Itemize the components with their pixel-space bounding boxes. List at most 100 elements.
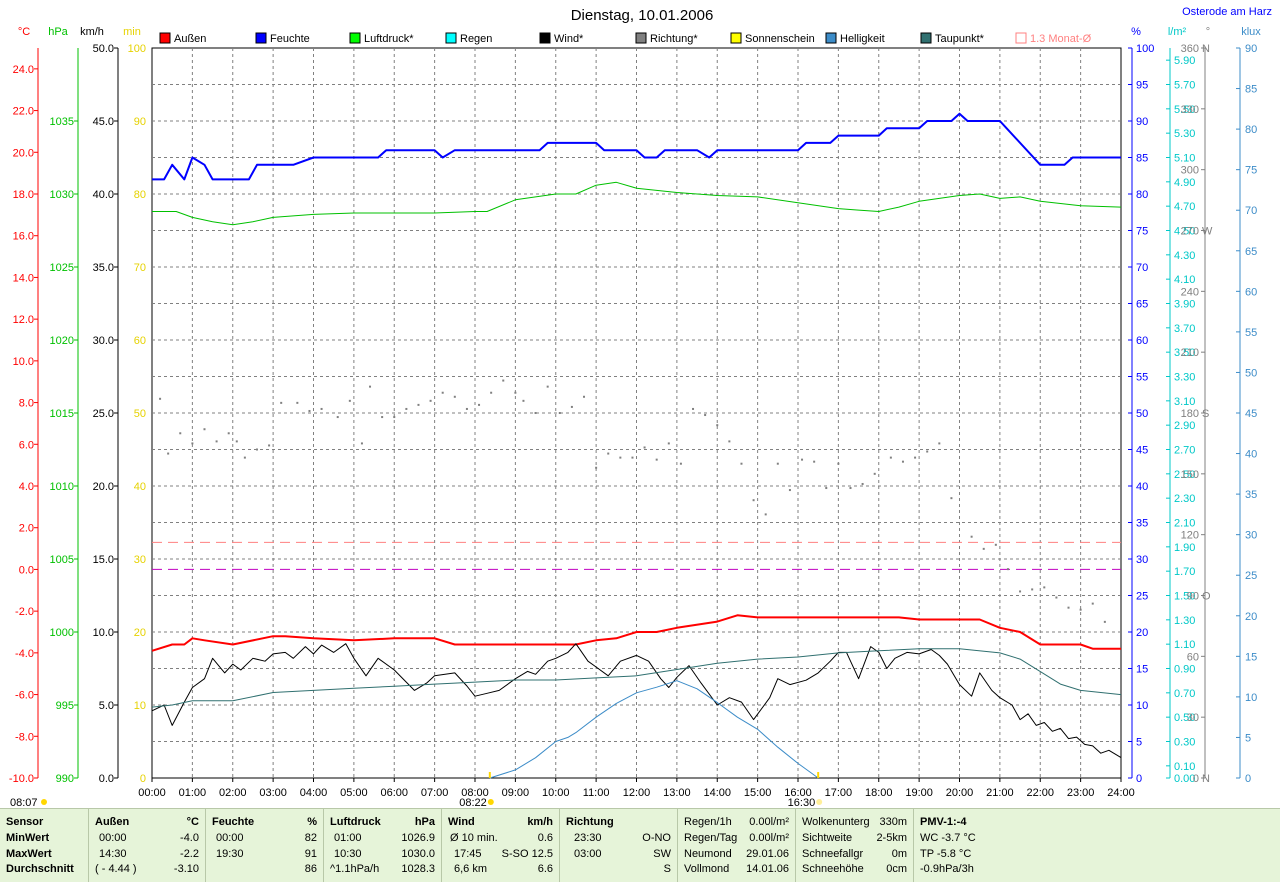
- tick-label: 90: [1245, 43, 1257, 55]
- legend-label: Luftdruck*: [364, 33, 414, 45]
- stats-cell: 10:30: [334, 848, 362, 860]
- stats-richtung-header: Richtung: [566, 816, 614, 828]
- tick-label: 1010: [50, 481, 74, 493]
- direction-point: [490, 391, 493, 394]
- plot-area: [151, 47, 1122, 779]
- direction-point: [619, 456, 622, 459]
- tick-label: 2.10: [1174, 518, 1195, 530]
- tick-label: 10.0: [13, 356, 34, 368]
- sunset-icon: [816, 799, 823, 805]
- tick-label: 4.70: [1174, 201, 1195, 213]
- stats-sensor-header: Sensor: [6, 816, 44, 828]
- legend-label: Helligkeit: [840, 33, 885, 45]
- sunset-label: 16:30: [788, 797, 816, 808]
- stats-cell: 14.01.06: [746, 863, 789, 875]
- tick-label: 4.0: [19, 481, 34, 493]
- direction-point: [348, 399, 351, 402]
- direction-point: [901, 460, 904, 463]
- direction-point: [167, 452, 170, 455]
- stats-cell: Sichtweite: [802, 832, 853, 844]
- tick-label: 240: [1181, 286, 1199, 298]
- tick-label: 40: [134, 481, 146, 493]
- stats-cell: Vollmond: [684, 863, 730, 875]
- tick-label: 14.0: [13, 272, 34, 284]
- direction-point: [1043, 586, 1046, 589]
- tick-label: 20: [1245, 611, 1257, 623]
- tick-label: 85: [1136, 153, 1148, 165]
- stats-cell: -3.10: [173, 863, 199, 875]
- stats-feuchte-block: Feuchte % 00:00 82 19:30 91 86: [206, 809, 324, 882]
- stats-cell: -0.9hPa/3h: [920, 863, 974, 875]
- stats-pmv-block: PMV-1:-4 WC -3.7 °C TP -5.8 °C -0.9hPa/3…: [914, 809, 1279, 882]
- direction-point: [465, 407, 468, 410]
- x-tick-label: 14:00: [703, 787, 731, 799]
- direction-point: [320, 407, 323, 410]
- stats-cell: Neumond: [684, 848, 732, 860]
- tick-label: -10.0: [9, 773, 34, 785]
- tick-label: 330: [1181, 104, 1199, 116]
- stats-wind-header: Wind: [448, 816, 475, 828]
- stats-cell: 00:00: [216, 832, 244, 844]
- direction-point: [502, 379, 505, 382]
- stats-cell: Ø 10 min.: [450, 832, 498, 844]
- axes: -10.0 -8.0 -6.0 -4.0 -2.0 0.0 2.0 4.0 6.0 8.0 10.0…: [9, 43, 1257, 785]
- tick-label: 20: [1136, 627, 1148, 639]
- tick-label: 1000: [50, 627, 74, 639]
- tick-label: 70: [134, 262, 146, 274]
- stats-luftdruck-block: Luftdruck hPa 01:00 1026.9 10:30 1030.0 …: [324, 809, 442, 882]
- stats-cell: 03:00: [574, 848, 602, 860]
- direction-point: [1031, 588, 1034, 591]
- direction-point: [558, 412, 561, 414]
- direction-point: [478, 403, 481, 406]
- tick-letter: O: [1202, 591, 1211, 603]
- stats-cell: 23:30: [574, 832, 602, 844]
- x-tick-label: 03:00: [259, 787, 287, 799]
- tick-label: 50: [1136, 408, 1148, 420]
- stats-panel: Sensor MinWert MaxWert Durchschnitt Auße…: [0, 808, 1280, 882]
- x-axis: 00:00 01:00 02:00 03:00 04:00 05:00 06:00 07:00…: [10, 772, 1135, 808]
- x-tick-label: 12:00: [623, 787, 651, 799]
- sunrise-icon: [487, 799, 494, 805]
- sunrise-label: 08:22: [459, 797, 487, 808]
- stats-cell: TP -5.8 °C: [920, 848, 972, 860]
- stats-cell: Schneehöhe: [802, 863, 864, 875]
- direction-point: [970, 535, 973, 538]
- direction-point: [296, 401, 299, 404]
- direction-point: [405, 407, 408, 410]
- direction-point: [336, 416, 339, 419]
- stats-cell: ^1.1hPa/h: [330, 863, 380, 875]
- direction-point: [1120, 626, 1122, 629]
- stats-cell: O-NO: [642, 832, 671, 844]
- direction-point: [570, 405, 573, 408]
- tick-label: 0.10: [1174, 761, 1195, 773]
- direction-point: [631, 456, 634, 459]
- legend-swatch: [1015, 32, 1027, 44]
- tick-label: 50.0: [93, 43, 114, 55]
- series-line: [489, 680, 819, 779]
- tick-label: 0.0: [19, 564, 34, 576]
- direction-point: [667, 442, 670, 445]
- direction-point: [801, 458, 804, 461]
- start-time-label: 08:07: [10, 797, 38, 808]
- tick-label: 300: [1181, 165, 1199, 177]
- legend-swatch: [730, 32, 742, 44]
- tick-label: 1025: [50, 262, 74, 274]
- series-line: [151, 614, 1121, 652]
- direction-point: [280, 401, 283, 404]
- stats-cell: SW: [653, 848, 671, 860]
- legend-swatch: [445, 32, 457, 44]
- x-tick-label: 16:00: [784, 787, 812, 799]
- direction-point: [381, 416, 384, 419]
- direction-point: [825, 487, 828, 490]
- axis-unit-label: %: [1131, 26, 1141, 38]
- tick-label: 40.0: [93, 189, 114, 201]
- stats-wolken-block: Wolkenunterg 330m Sichtweite 2-5km Schne…: [796, 809, 914, 882]
- direction-point: [752, 499, 755, 502]
- tick-label: 30.0: [93, 335, 114, 347]
- tick-label: 5: [1136, 737, 1142, 749]
- tick-label: 90: [134, 116, 146, 128]
- x-tick-label: 01:00: [179, 787, 207, 799]
- axis-unit-label: hPa: [48, 26, 68, 38]
- tick-label: -6.0: [15, 690, 34, 702]
- tick-label: 1005: [50, 554, 74, 566]
